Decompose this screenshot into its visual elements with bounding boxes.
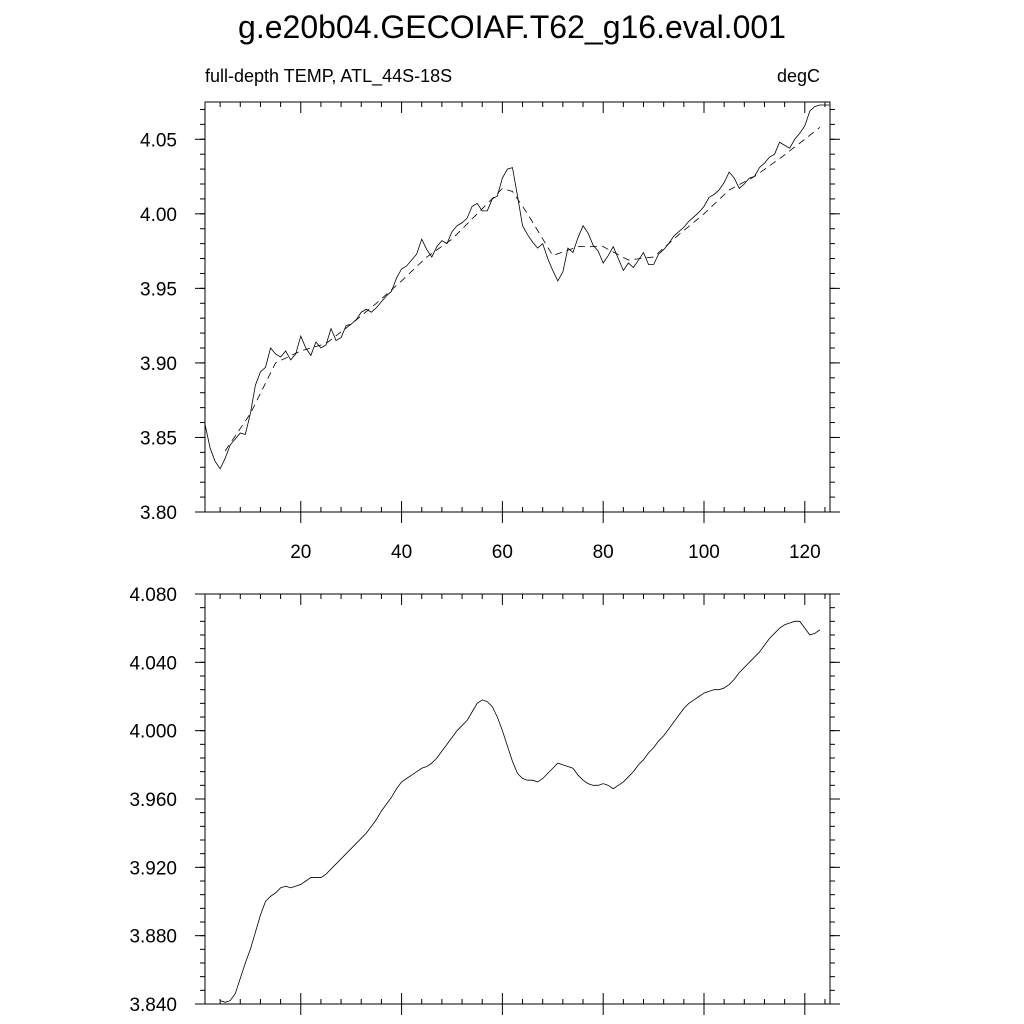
bottom-panel-series [219, 620, 821, 1003]
y-tick-label: 3.960 [129, 790, 177, 811]
y-tick-label: 4.080 [129, 585, 177, 606]
y-tick-label: 3.880 [129, 927, 177, 948]
series-line-dashed [224, 127, 821, 452]
x-tick-label: 60 [492, 542, 513, 563]
y-tick-label: 4.05 [140, 130, 177, 151]
x-tick-label: 100 [688, 542, 720, 563]
top-panel-units-label: degC [777, 66, 820, 86]
x-tick-label: 80 [593, 542, 614, 563]
y-tick-label: 4.040 [129, 653, 177, 674]
y-tick-label: 3.90 [140, 354, 177, 375]
x-tick-label: 20 [290, 542, 311, 563]
x-tick-label: 120 [789, 542, 821, 563]
bottom-panel: 3.840 3.880 3.920 3.960 4.000 4.040 4.080 [129, 585, 840, 1016]
y-tick-label: 3.85 [140, 428, 177, 449]
y-tick-label: 3.95 [140, 279, 177, 300]
top-panel: full-depth TEMP, ATL_44S-18S degC 20 40 60… [140, 66, 840, 563]
y-tick-label: 3.80 [140, 503, 177, 524]
bottom-panel-axes: 3.840 3.880 3.920 3.960 4.000 4.040 4.080 [129, 585, 840, 1016]
y-tick-label: 3.840 [129, 995, 177, 1016]
top-panel-frame [204, 101, 831, 513]
y-tick-label: 3.920 [129, 858, 177, 879]
x-tick-label: 40 [391, 542, 412, 563]
top-panel-left-label: full-depth TEMP, ATL_44S-18S [205, 66, 452, 87]
series-line-solid [204, 104, 830, 470]
series-line-solid [219, 620, 821, 1003]
y-tick-label: 4.00 [140, 205, 177, 226]
bottom-panel-frame [204, 593, 831, 1005]
top-panel-series [204, 104, 830, 470]
top-panel-axes: 20 40 60 80 100 120 3.80 3.85 3.90 3.95 4.00 4.05 [140, 102, 840, 563]
chart-title: g.e20b04.GECOIAF.T62_g16.eval.001 [238, 9, 786, 45]
y-tick-label: 4.000 [129, 722, 177, 743]
